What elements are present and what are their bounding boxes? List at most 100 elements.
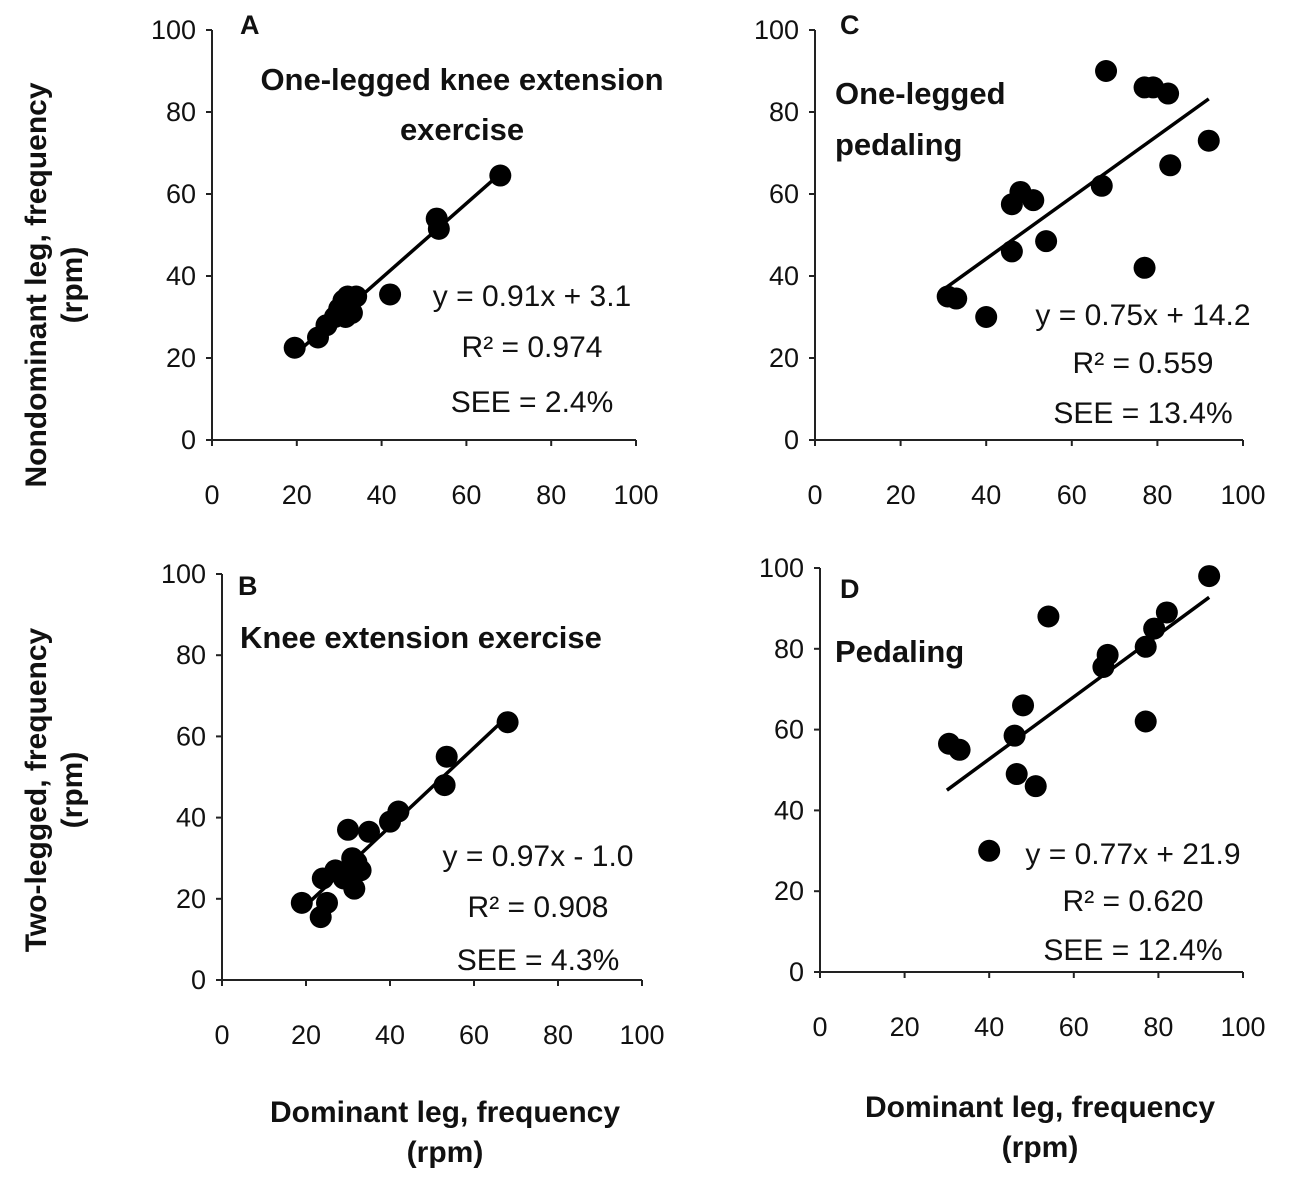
panel-title: Pedaling (835, 634, 964, 669)
x-axis-label-right-units: (rpm) (1002, 1131, 1079, 1164)
data-point (1134, 635, 1157, 658)
equation-label: y = 0.75x + 14.2 (1035, 299, 1250, 332)
y-tick-label: 100 (754, 15, 799, 45)
x-tick-label: 0 (204, 480, 219, 510)
y-tick-label: 0 (784, 425, 799, 455)
data-point (1143, 617, 1166, 640)
see-label: SEE = 4.3% (457, 944, 620, 977)
x-tick-label: 100 (1220, 480, 1265, 510)
data-point (1095, 60, 1118, 82)
data-point (1037, 605, 1060, 628)
data-point (283, 336, 306, 359)
equation-label: y = 0.77x + 21.9 (1025, 838, 1240, 871)
data-point (435, 745, 458, 768)
y-tick-label: 40 (769, 261, 799, 291)
regression-line (945, 595, 1211, 792)
y-tick-label: 60 (166, 179, 196, 209)
y-tick-label: 100 (151, 15, 196, 45)
r-squared-label: R² = 0.974 (462, 331, 603, 364)
equation-label: y = 0.91x + 3.1 (433, 280, 631, 313)
data-point (496, 711, 519, 734)
y-tick-label: 40 (774, 795, 804, 825)
data-point (358, 820, 380, 843)
data-point (945, 287, 968, 310)
data-point (489, 164, 512, 187)
y-tick-label: 20 (769, 343, 799, 373)
x-tick-label: 100 (1220, 1012, 1265, 1042)
data-point (337, 818, 359, 841)
panel-letter: C (840, 10, 860, 40)
x-tick-label: 80 (543, 1020, 573, 1050)
data-point (975, 306, 998, 328)
r-squared-label: R² = 0.908 (468, 891, 609, 924)
x-tick-label: 60 (1059, 1012, 1089, 1042)
data-point (1012, 694, 1035, 717)
data-point (1022, 189, 1045, 212)
data-point (290, 891, 313, 914)
equation-label: y = 0.97x - 1.0 (443, 840, 634, 873)
data-point (427, 217, 450, 240)
data-point (1198, 565, 1221, 588)
data-point (343, 877, 366, 900)
see-label: SEE = 13.4% (1053, 397, 1232, 430)
x-tick-label: 40 (375, 1020, 405, 1050)
data-point (1157, 82, 1180, 105)
x-tick-label: 80 (536, 480, 566, 510)
y-tick-label: 60 (769, 179, 799, 209)
data-point (433, 774, 456, 797)
data-point (1024, 775, 1047, 798)
x-tick-label: 0 (807, 480, 822, 510)
x-tick-label: 60 (451, 480, 481, 510)
panel-title: pedaling (835, 127, 962, 162)
y-tick-label: 80 (166, 97, 196, 127)
panel-letter: A (240, 10, 260, 40)
panel-title: One-legged knee extension (260, 62, 663, 97)
x-axis-label-right: Dominant leg, frequency (865, 1091, 1215, 1124)
data-point (1035, 230, 1058, 253)
panel-letter: D (840, 574, 860, 604)
y-axis-label-top: Nondominant leg, frequency (20, 82, 53, 487)
panel-letter: B (238, 571, 258, 601)
data-point (1134, 710, 1157, 733)
data-point (1090, 174, 1113, 197)
panel-c: 0 20 40 60 80 100 0 20 40 60 80 100 C One-legged pedal… (754, 10, 1266, 510)
y-axis-label-bottom-units: (rpm) (56, 752, 89, 829)
data-point (978, 839, 1001, 862)
y-tick-label: 20 (176, 884, 206, 914)
x-tick-label: 100 (619, 1020, 664, 1050)
x-axis-label-left-units: (rpm) (407, 1136, 484, 1169)
x-tick-label: 20 (886, 480, 916, 510)
panel-b: 0 20 40 60 80 100 0 20 40 60 80 100 B Knee extension … (161, 559, 665, 1050)
x-axis-label-left: Dominant leg, frequency (270, 1096, 620, 1129)
see-label: SEE = 12.4% (1043, 934, 1222, 967)
x-tick-label: 20 (291, 1020, 321, 1050)
r-squared-label: R² = 0.559 (1073, 347, 1214, 380)
data-point (1000, 240, 1023, 263)
y-tick-label: 20 (774, 876, 804, 906)
y-tick-label: 40 (176, 803, 206, 833)
data-point (1005, 763, 1028, 786)
y-tick-label: 60 (176, 721, 206, 751)
data-point (387, 800, 410, 823)
panel-title: Knee extension exercise (240, 620, 602, 655)
panel-title: exercise (400, 112, 524, 147)
y-tick-label: 80 (774, 634, 804, 664)
data-point (1096, 643, 1119, 666)
y-tick-label: 0 (191, 965, 206, 995)
data-point (1197, 129, 1220, 152)
y-axis-label-top-line1: Nondominant leg, frequency (20, 82, 53, 487)
data-point (1155, 601, 1178, 624)
r-squared-label: R² = 0.620 (1063, 885, 1204, 918)
panel-d: 0 20 40 60 80 100 0 20 40 60 80 100 D Pedaling y = 0.7… (759, 553, 1266, 1042)
y-axis-label-bottom: Two-legged, frequency (20, 627, 53, 952)
x-tick-label: 60 (1057, 480, 1087, 510)
y-tick-label: 80 (769, 97, 799, 127)
data-point (345, 285, 368, 308)
y-tick-label: 0 (181, 425, 196, 455)
x-tick-label: 40 (367, 480, 397, 510)
regression-line (942, 97, 1210, 291)
x-tick-label: 0 (214, 1020, 229, 1050)
